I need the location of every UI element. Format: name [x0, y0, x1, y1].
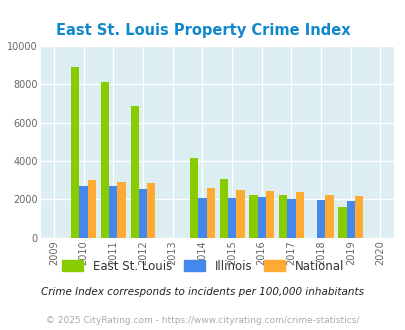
Bar	[316, 200, 324, 238]
Bar	[198, 198, 206, 238]
Bar	[139, 189, 147, 238]
Bar	[295, 192, 303, 238]
Bar	[130, 106, 139, 238]
Bar	[219, 179, 227, 238]
Bar	[249, 194, 257, 238]
Bar	[117, 182, 126, 238]
Bar	[79, 186, 87, 238]
Bar	[354, 196, 362, 238]
Text: Crime Index corresponds to incidents per 100,000 inhabitants: Crime Index corresponds to incidents per…	[41, 287, 364, 297]
Bar	[257, 197, 265, 238]
Bar	[278, 195, 287, 238]
Bar	[109, 186, 117, 238]
Bar	[324, 195, 333, 238]
Bar	[147, 183, 155, 238]
Legend: East St. Louis, Illinois, National: East St. Louis, Illinois, National	[57, 255, 348, 278]
Bar	[287, 199, 295, 238]
Bar	[337, 207, 346, 238]
Bar	[100, 82, 109, 238]
Bar	[87, 180, 96, 238]
Text: East St. Louis Property Crime Index: East St. Louis Property Crime Index	[55, 23, 350, 38]
Bar	[190, 158, 198, 238]
Bar	[71, 67, 79, 238]
Bar	[227, 198, 236, 238]
Bar	[236, 190, 244, 238]
Text: © 2025 CityRating.com - https://www.cityrating.com/crime-statistics/: © 2025 CityRating.com - https://www.city…	[46, 315, 359, 325]
Bar	[346, 201, 354, 238]
Bar	[265, 191, 273, 238]
Bar	[206, 188, 214, 238]
